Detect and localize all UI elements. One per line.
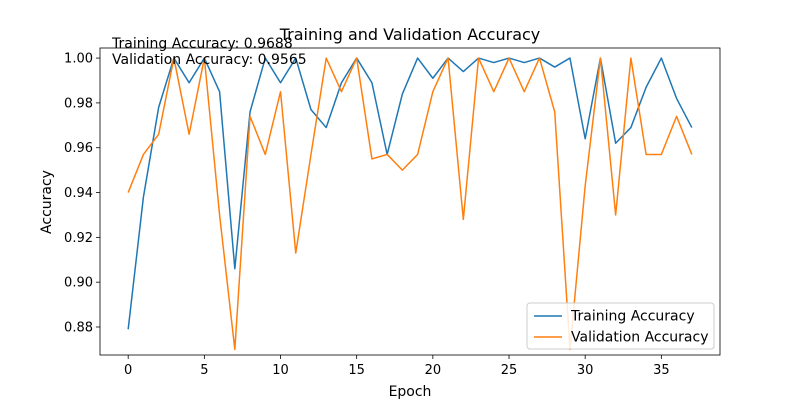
y-axis-label: Accuracy [39, 170, 55, 234]
y-tick-label: 0.96 [64, 141, 93, 156]
x-tick-label: 0 [124, 363, 132, 378]
legend-box [526, 302, 715, 350]
training-accuracy-annotation: Training Accuracy: 0.9688 [111, 36, 293, 52]
series-layer [127, 57, 693, 351]
y-axis: 0.88 0.90 0.92 0.94 0.96 0.98 1.00 [64, 52, 100, 335]
x-axis-label: Epoch [389, 384, 432, 400]
x-tick-label: 35 [653, 363, 670, 378]
x-tick-label: 10 [272, 363, 289, 378]
series-line-training [127, 57, 693, 330]
x-tick-label: 25 [501, 363, 518, 378]
y-tick-label: 0.98 [64, 96, 93, 111]
legend-label-validation: Validation Accuracy [571, 330, 709, 346]
chart-title: Training and Validation Accuracy [279, 25, 541, 44]
x-tick-label: 30 [577, 363, 594, 378]
series-line-validation [127, 57, 693, 351]
legend: Training Accuracy Validation Accuracy [526, 302, 715, 350]
plot-frame [99, 47, 721, 356]
y-tick-label: 1.00 [64, 52, 93, 67]
x-tick-label: 5 [200, 363, 208, 378]
legend-label-training: Training Accuracy [570, 309, 695, 325]
x-tick-label: 15 [348, 363, 365, 378]
y-tick-label: 0.92 [64, 231, 93, 246]
y-tick-label: 0.90 [64, 276, 93, 291]
x-tick-label: 20 [425, 363, 442, 378]
validation-accuracy-annotation: Validation Accuracy: 0.9565 [112, 52, 307, 68]
x-axis: 0 5 10 15 20 25 30 35 [124, 355, 670, 378]
y-tick-label: 0.94 [64, 186, 93, 201]
y-tick-label: 0.88 [64, 320, 93, 335]
